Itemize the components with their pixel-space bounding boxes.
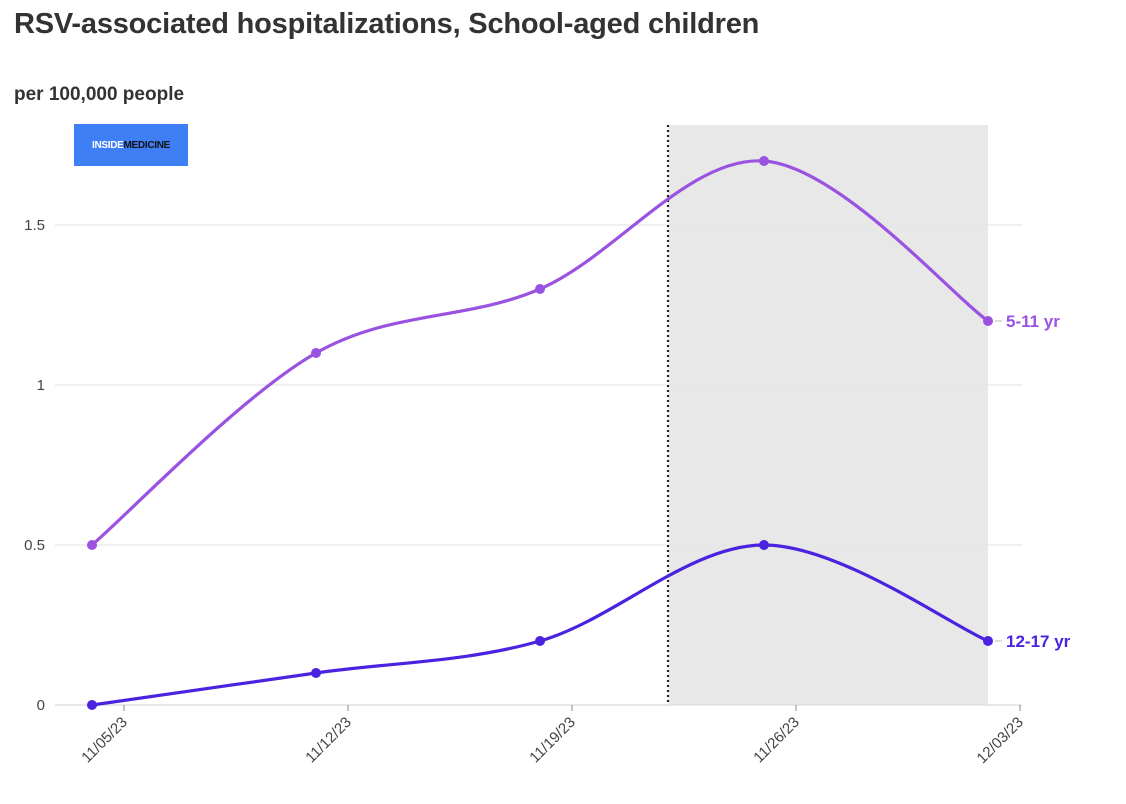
x-tick-label: 11/05/23 (78, 714, 131, 767)
data-point (311, 348, 321, 358)
logo-text-medicine: MEDICINE (123, 139, 171, 151)
x-tick-label: 11/19/23 (526, 714, 579, 767)
y-tick-label: 0.5 (24, 537, 45, 554)
data-point (87, 700, 97, 710)
chart-subtitle: per 100,000 people (14, 84, 185, 105)
data-point (535, 636, 545, 646)
logo-text-inside: INSIDE (91, 139, 124, 151)
data-point (759, 156, 769, 166)
data-point (87, 540, 97, 550)
chart-title: RSV-associated hospitalizations, School-… (14, 8, 760, 40)
data-point (983, 636, 993, 646)
series-label: 5-11 yr (1006, 312, 1060, 331)
y-tick-label: 1.5 (24, 217, 45, 234)
x-tick-label: 11/12/23 (302, 714, 355, 767)
data-point (983, 316, 993, 326)
y-tick-label: 1 (37, 377, 45, 394)
data-point (759, 540, 769, 550)
data-point (311, 668, 321, 678)
series-label: 12-17 yr (1006, 632, 1071, 651)
shaded-region (668, 125, 988, 705)
series-layer: 5-11 yr 12-17 yr (87, 125, 1071, 710)
x-tick-label: 12/03/23 (974, 714, 1027, 767)
inside-medicine-logo: INSIDE MEDICINE (74, 124, 188, 166)
data-point (535, 284, 545, 294)
y-tick-label: 0 (37, 697, 45, 714)
x-tick-label: 11/26/23 (750, 714, 803, 767)
shaded-region-layer (668, 125, 988, 705)
